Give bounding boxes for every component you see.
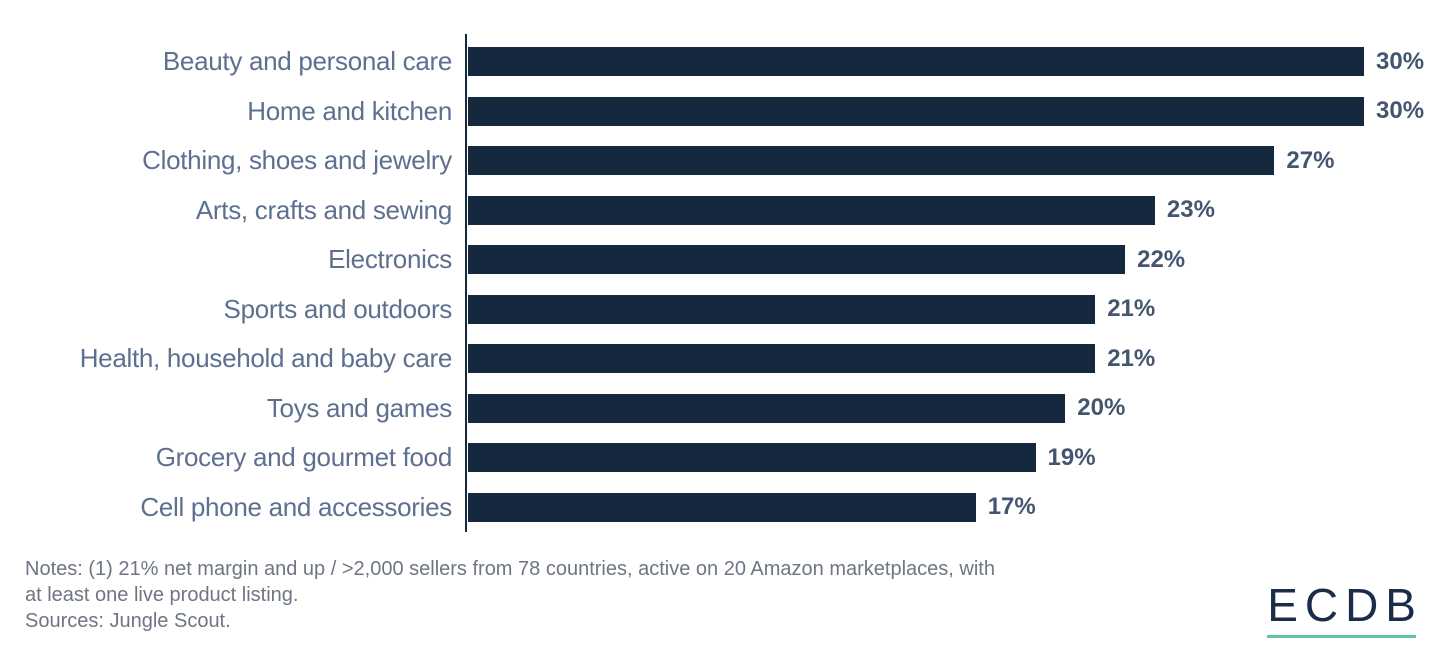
chart-rows: Beauty and personal care 30% Home and ki… <box>0 37 1440 532</box>
bar <box>468 344 1096 374</box>
note-line-1: Notes: (1) 21% net margin and up / >2,00… <box>25 558 995 580</box>
value-label: 30% <box>1376 47 1425 75</box>
chart-row: Arts, crafts and sewing 23% <box>0 186 1440 236</box>
category-label: Electronics <box>328 244 452 275</box>
ecdb-logo-text: ECDB <box>1267 579 1423 631</box>
bar <box>468 146 1275 176</box>
chart-row: Beauty and personal care 30% <box>0 37 1440 87</box>
bar <box>468 195 1155 225</box>
category-label: Toys and games <box>266 392 452 423</box>
chart-row: Health, household and baby care 21% <box>0 334 1440 384</box>
bar <box>468 96 1364 126</box>
category-label: Clothing, shoes and jewelry <box>142 145 452 176</box>
bar-area: 30% <box>466 37 1440 87</box>
chart-row: Grocery and gourmet food 19% <box>0 433 1440 483</box>
bar-area: 21% <box>466 334 1440 384</box>
category-label: Home and kitchen <box>247 95 452 126</box>
bar <box>468 294 1096 324</box>
category-label: Grocery and gourmet food <box>155 442 453 473</box>
value-label: 23% <box>1166 196 1215 224</box>
bar-area: 17% <box>466 483 1440 533</box>
bar <box>468 245 1126 275</box>
chart-row: Electronics 22% <box>0 235 1440 285</box>
value-label: 19% <box>1047 443 1096 471</box>
chart-row: Toys and games 20% <box>0 384 1440 434</box>
bar-area: 30% <box>466 87 1440 137</box>
chart-row: Cell phone and accessories 17% <box>0 483 1440 533</box>
value-label: 30% <box>1376 97 1425 125</box>
note-line-2: at least one live product listing. <box>25 584 299 606</box>
bar-area: 22% <box>466 235 1440 285</box>
value-label: 20% <box>1077 394 1126 422</box>
bar-chart: Beauty and personal care 30% Home and ki… <box>0 34 1440 532</box>
category-label: Arts, crafts and sewing <box>195 194 452 225</box>
chart-row: Clothing, shoes and jewelry 27% <box>0 136 1440 186</box>
value-label: 21% <box>1107 344 1156 372</box>
bar <box>468 492 976 522</box>
bar-area: 23% <box>466 186 1440 236</box>
sources-line: Sources: Jungle Scout. <box>25 610 231 632</box>
footnotes: Notes: (1) 21% net margin and up / >2,00… <box>25 556 995 634</box>
category-label: Health, household and baby care <box>79 343 453 374</box>
category-label: Sports and outdoors <box>223 293 453 324</box>
bar-area: 20% <box>466 384 1440 434</box>
ecdb-logo-underline <box>1267 635 1416 638</box>
value-label: 22% <box>1137 245 1186 273</box>
y-axis-line <box>465 34 467 532</box>
category-label: Beauty and personal care <box>162 46 452 77</box>
bar-area: 21% <box>466 285 1440 335</box>
chart-row: Sports and outdoors 21% <box>0 285 1440 335</box>
value-label: 21% <box>1107 295 1156 323</box>
ecdb-logo: ECDB <box>1267 582 1416 638</box>
bar-area: 19% <box>466 433 1440 483</box>
bar <box>468 393 1066 423</box>
bar <box>468 47 1364 77</box>
value-label: 27% <box>1286 146 1335 174</box>
category-label: Cell phone and accessories <box>140 491 452 522</box>
chart-row: Home and kitchen 30% <box>0 87 1440 137</box>
bar <box>468 443 1036 473</box>
value-label: 17% <box>987 493 1036 521</box>
bar-area: 27% <box>466 136 1440 186</box>
